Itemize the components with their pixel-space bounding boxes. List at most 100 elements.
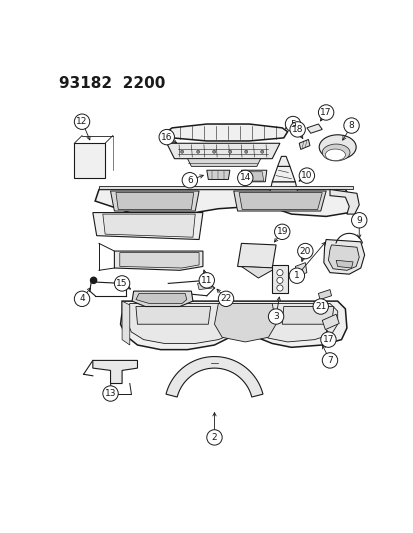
Text: 1: 1	[293, 271, 299, 280]
Polygon shape	[321, 314, 338, 329]
Text: 10: 10	[300, 171, 312, 180]
Polygon shape	[122, 301, 129, 345]
Ellipse shape	[321, 144, 349, 161]
Polygon shape	[166, 124, 287, 141]
Text: 13: 13	[104, 389, 116, 398]
Polygon shape	[116, 192, 193, 209]
Polygon shape	[328, 245, 358, 270]
Polygon shape	[95, 189, 352, 216]
Circle shape	[260, 150, 263, 154]
Polygon shape	[299, 140, 309, 149]
Polygon shape	[239, 192, 321, 209]
Polygon shape	[74, 143, 105, 178]
Circle shape	[114, 276, 129, 291]
Polygon shape	[114, 251, 202, 270]
Polygon shape	[272, 166, 294, 182]
Circle shape	[74, 114, 90, 130]
Text: 18: 18	[291, 125, 303, 134]
Polygon shape	[269, 182, 297, 192]
Polygon shape	[241, 266, 275, 278]
Polygon shape	[127, 303, 337, 343]
Circle shape	[276, 277, 282, 284]
Polygon shape	[93, 213, 202, 239]
Text: 11: 11	[201, 276, 212, 285]
Polygon shape	[214, 303, 275, 342]
Circle shape	[212, 150, 215, 154]
Circle shape	[276, 285, 282, 291]
Text: 14: 14	[239, 173, 250, 182]
Circle shape	[276, 270, 282, 276]
Circle shape	[196, 150, 199, 154]
Ellipse shape	[318, 135, 355, 159]
Circle shape	[102, 386, 118, 401]
Polygon shape	[93, 360, 137, 384]
Polygon shape	[241, 170, 266, 182]
Circle shape	[218, 291, 233, 306]
Text: 19: 19	[276, 227, 287, 236]
Polygon shape	[120, 301, 346, 350]
Text: 8: 8	[348, 121, 354, 130]
Circle shape	[288, 268, 304, 284]
Circle shape	[182, 173, 197, 188]
Text: 15: 15	[116, 279, 128, 288]
Circle shape	[206, 430, 222, 445]
Text: 4: 4	[79, 294, 85, 303]
Polygon shape	[132, 291, 192, 306]
Polygon shape	[272, 265, 287, 294]
Polygon shape	[237, 244, 275, 268]
Polygon shape	[110, 191, 199, 211]
Circle shape	[289, 122, 305, 137]
Text: 93182  2200: 93182 2200	[59, 76, 165, 91]
Circle shape	[285, 116, 300, 132]
Circle shape	[228, 150, 231, 154]
Text: 22: 22	[220, 294, 231, 303]
Polygon shape	[166, 357, 262, 397]
Polygon shape	[323, 239, 364, 274]
Polygon shape	[102, 214, 195, 237]
Text: 9: 9	[356, 216, 361, 225]
Polygon shape	[135, 294, 186, 303]
Polygon shape	[282, 306, 333, 324]
Text: 2: 2	[211, 433, 217, 442]
Text: 17: 17	[322, 335, 333, 344]
Text: 12: 12	[76, 117, 88, 126]
Polygon shape	[294, 263, 306, 277]
Text: 3: 3	[273, 312, 278, 321]
Circle shape	[268, 309, 283, 324]
Circle shape	[318, 105, 333, 120]
Polygon shape	[135, 306, 210, 324]
Polygon shape	[318, 289, 331, 300]
Circle shape	[199, 273, 214, 288]
Circle shape	[312, 299, 328, 314]
Text: 16: 16	[161, 133, 172, 142]
Text: 5: 5	[290, 119, 295, 128]
Circle shape	[351, 213, 366, 228]
Polygon shape	[99, 185, 352, 189]
Polygon shape	[166, 143, 279, 159]
Circle shape	[74, 291, 90, 306]
Circle shape	[90, 277, 97, 284]
Text: 6: 6	[187, 176, 192, 185]
Polygon shape	[277, 156, 289, 166]
Circle shape	[297, 244, 312, 259]
Circle shape	[321, 353, 337, 368]
Polygon shape	[206, 170, 229, 180]
Circle shape	[299, 168, 314, 183]
Polygon shape	[119, 253, 199, 268]
Polygon shape	[329, 189, 358, 214]
Text: 21: 21	[314, 302, 325, 311]
Polygon shape	[244, 172, 263, 181]
Polygon shape	[197, 282, 212, 289]
Polygon shape	[187, 159, 260, 166]
Text: 17: 17	[320, 108, 331, 117]
Polygon shape	[335, 260, 352, 268]
Text: 20: 20	[299, 247, 310, 255]
Ellipse shape	[325, 149, 344, 160]
Circle shape	[159, 130, 174, 145]
Circle shape	[180, 150, 183, 154]
Circle shape	[320, 332, 335, 348]
Text: 7: 7	[326, 356, 332, 365]
Polygon shape	[306, 124, 321, 133]
Circle shape	[343, 118, 358, 133]
Circle shape	[244, 150, 247, 154]
